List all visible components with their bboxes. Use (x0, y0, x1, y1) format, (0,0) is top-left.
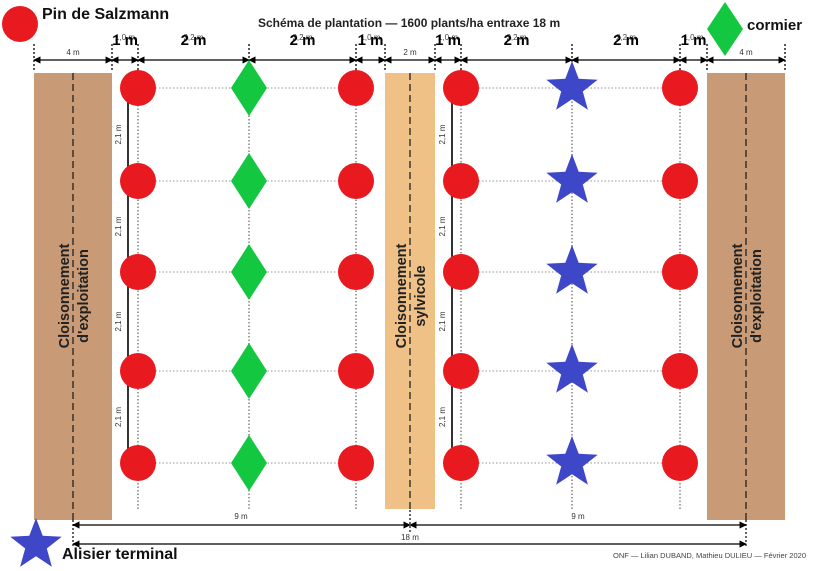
row-spacing-label: 2,1 m (438, 407, 447, 427)
row-spacing-label: 2,1 m (114, 216, 123, 236)
alisier-plant (546, 436, 598, 485)
span-label: 9 m (234, 512, 248, 521)
dimension-label-small: 1,0 m (360, 33, 380, 42)
legend-pin-label: Pin de Salzmann (42, 6, 170, 23)
pin-salzmann-plant (120, 445, 156, 481)
dimension-label-small: 1,0 m (683, 33, 703, 42)
pin-salzmann-plant (443, 254, 479, 290)
dimension-label: 2 m (181, 32, 207, 49)
dimension-label: 1 m (112, 32, 138, 49)
pin-salzmann-plant (120, 254, 156, 290)
legend-alisier-label: Alisier terminal (62, 546, 178, 563)
diagram-title: Schéma de plantation — 1600 plants/ha en… (258, 16, 561, 30)
pin-salzmann-plant (443, 445, 479, 481)
pin-salzmann-plant (443, 70, 479, 106)
dimension-label-small: 1,0 m (115, 33, 135, 42)
pin-salzmann-plant (443, 163, 479, 199)
row-spacing-label: 2,1 m (438, 124, 447, 144)
pin-salzmann-plant (662, 254, 698, 290)
legend-alisier-symbol (10, 518, 62, 567)
pin-salzmann-plant (662, 70, 698, 106)
cormier-plant (231, 435, 267, 491)
dimension-label-small: 2,2 m (292, 33, 312, 42)
span-label: 18 m (401, 533, 419, 542)
span-label: 9 m (571, 512, 585, 521)
strip-label-sylvicole: Cloisonnement sylvicole (394, 243, 429, 348)
pin-salzmann-plant (443, 353, 479, 389)
cormier-plant (231, 153, 267, 209)
dimension-label-small: 4 m (739, 48, 753, 57)
strip-label-exploitation-left: Cloisonnement d'exploitation (57, 243, 92, 348)
alisier-plant (546, 61, 598, 110)
pin-salzmann-plant (338, 163, 374, 199)
dimension-label-small: 2,2 m (183, 33, 203, 42)
cormier-plant (231, 60, 267, 116)
cormier-plant (231, 244, 267, 300)
row-spacing-label: 2,1 m (438, 216, 447, 236)
pin-salzmann-plant (120, 70, 156, 106)
dimension-label-small: 2,2 m (616, 33, 636, 42)
pin-salzmann-plant (120, 163, 156, 199)
pin-salzmann-plant (338, 445, 374, 481)
dimension-label: 2 m (504, 32, 530, 49)
pin-salzmann-plant (662, 353, 698, 389)
dimension-label: 2 m (290, 32, 316, 49)
dimension-label-small: 2,2 m (506, 33, 526, 42)
row-spacing-label: 2,1 m (114, 407, 123, 427)
cormier-plant (231, 343, 267, 399)
strip-label-exploitation-right: Cloisonnement d'exploitation (730, 243, 765, 348)
pin-salzmann-plant (338, 353, 374, 389)
alisier-plant (546, 245, 598, 294)
dimension-label-small: 4 m (66, 48, 80, 57)
dimension-label: 1 m (435, 32, 461, 49)
pin-salzmann-plant (662, 445, 698, 481)
pin-salzmann-plant (120, 353, 156, 389)
pin-salzmann-plant (338, 70, 374, 106)
dimension-label: 1 m (358, 32, 384, 49)
row-spacing-label: 2,1 m (438, 311, 447, 331)
dimension-label: 2 m (613, 32, 639, 49)
row-spacing-label: 2,1 m (114, 124, 123, 144)
pin-salzmann-plant (662, 163, 698, 199)
legend-cormier-symbol (707, 2, 743, 56)
dimension-label: 1 m (681, 32, 707, 49)
credits: ONF — Lilian DUBAND, Mathieu DULIEU — Fé… (613, 551, 806, 560)
alisier-plant (546, 154, 598, 203)
dimension-label-small: 2 m (403, 48, 417, 57)
alisier-plant (546, 344, 598, 393)
legend-cormier-label: cormier (747, 17, 803, 34)
pin-salzmann-plant (338, 254, 374, 290)
dimension-label-small: 1,0 m (438, 33, 458, 42)
row-spacing-label: 2,1 m (114, 311, 123, 331)
pin-salzmann-plant (2, 6, 38, 42)
